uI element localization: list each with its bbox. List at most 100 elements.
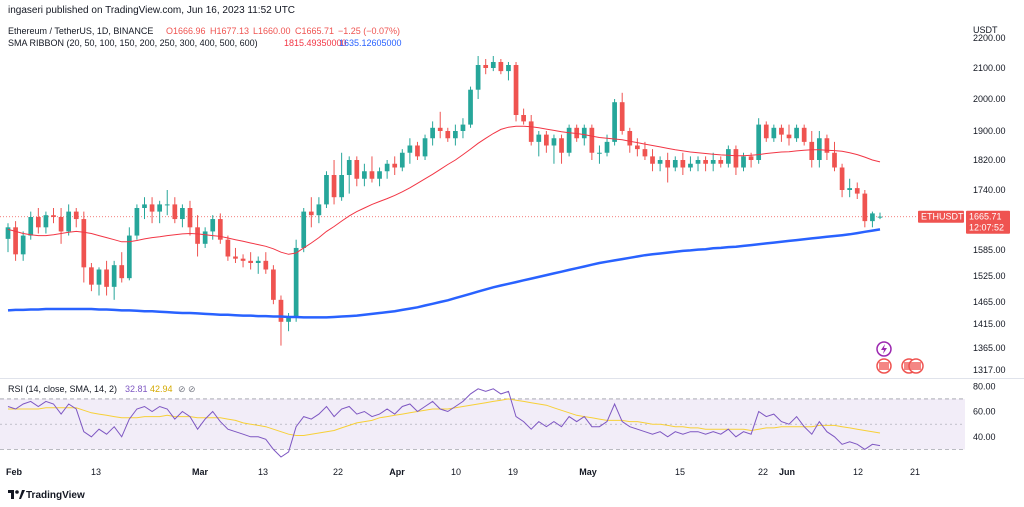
candle-body [180,208,185,220]
rsi-tick-label: 80.00 [973,381,996,391]
candle-body [483,65,489,68]
candle-body [111,265,117,287]
candle-body [771,127,777,139]
candle-body [642,149,648,157]
candle-body [824,138,830,153]
price-tick-label: 1365.00 [973,343,1006,353]
candle-body [399,152,405,168]
candle-body [528,121,534,142]
rsi-label: RSI (14, close, SMA, 14, 2) [8,384,117,394]
candle-body [422,138,428,157]
candle-body [66,211,72,232]
rsi-settings-icon[interactable]: ⊘ ⊘ [178,384,196,394]
footer-brand: TradingView [26,490,85,501]
price-pane[interactable] [0,56,965,346]
price-tick-label: 1465.00 [973,297,1006,307]
flag-glyph-icon [879,362,889,370]
candle-body [286,317,291,322]
price-tick-label: 1740.00 [973,185,1006,195]
candle-body [870,213,875,222]
candle-body [217,219,223,240]
candle-body [490,62,496,68]
candle-body [635,145,640,150]
candle-body [597,152,602,154]
countdown-timer: 12:07:52 [969,223,1004,233]
candle-body [718,160,724,164]
last-price-label: ETHUSDT 1665.71 12:07:52 [918,210,1010,234]
sma-ribbon-label: SMA RIBBON (20, 50, 100, 150, 200, 250, … [8,38,258,48]
candle-body [862,193,868,222]
sma20-line [7,125,881,255]
rsi-tick-label: 40.00 [973,432,996,442]
candle-body [293,247,299,318]
candle-body [604,141,610,153]
candle-body [5,227,11,239]
candle-body [544,134,549,146]
candle-body [816,138,822,160]
candle-body [794,127,799,139]
candle-body [369,171,375,179]
candle-body [445,131,451,139]
candle-body [665,160,671,168]
tv-logo-icon [8,490,14,499]
candle-body [308,211,314,216]
ohlc-low: L1660.00 [253,26,291,36]
candle-body [28,217,34,236]
symbol-title: Ethereum / TetherUS, 1D, BINANCE [8,26,153,36]
candle-body [536,134,542,142]
candle-body [779,127,784,135]
ohlc-high: H1677.13 [210,26,249,36]
candle-body [240,258,246,261]
time-tick-label: 22 [333,467,343,477]
lightning-glyph-icon [881,344,887,354]
time-tick-label: 21 [910,467,920,477]
rsi-tick-label: 60.00 [973,407,996,417]
candle-body [278,299,284,322]
candle-body [271,269,276,300]
candle-body [619,102,625,131]
sma-value-2: 1635.12605000 [339,38,402,48]
candle-body [346,160,352,175]
candle-body [301,211,307,248]
candle-body [566,127,572,153]
candle-body [233,256,238,259]
candle-body [513,65,519,115]
candle-body [650,156,655,164]
flag-glyph-icon-2 [904,362,921,370]
candle-body [559,138,564,153]
candle-body [832,152,837,168]
time-tick-label: 10 [451,467,461,477]
candle-body [316,204,322,216]
candle-body [468,89,473,125]
price-tick-label: 1415.00 [973,319,1006,329]
candle-body [877,216,883,218]
time-tick-label: 15 [675,467,685,477]
candle-body [195,227,200,244]
event-markers[interactable] [876,341,924,374]
candle-body [437,127,443,131]
candle-body [506,65,511,72]
rsi-ma-line [8,398,881,436]
time-tick-label: Mar [192,467,209,477]
candle-body [172,204,178,220]
candle-body [35,217,41,228]
candle-body [612,102,617,142]
candle-body [187,208,193,228]
candle-body [73,211,79,220]
candle-body [475,65,481,90]
candle-body [81,219,87,268]
sma-long-line [7,228,881,319]
candle-body [354,160,360,179]
candle-body [210,219,216,232]
candle-body [149,204,155,212]
time-tick-label: 22 [758,467,768,477]
candle-body [255,260,261,263]
publisher-info: ingaseri published on TradingView.com, J… [8,5,295,16]
candle-body [809,141,815,160]
candle-body [460,124,466,131]
candle-body [703,160,708,164]
candle-body [202,231,208,244]
rsi-line [7,388,881,458]
candle-body [627,131,633,146]
price-tick-label: 1525.00 [973,271,1006,281]
